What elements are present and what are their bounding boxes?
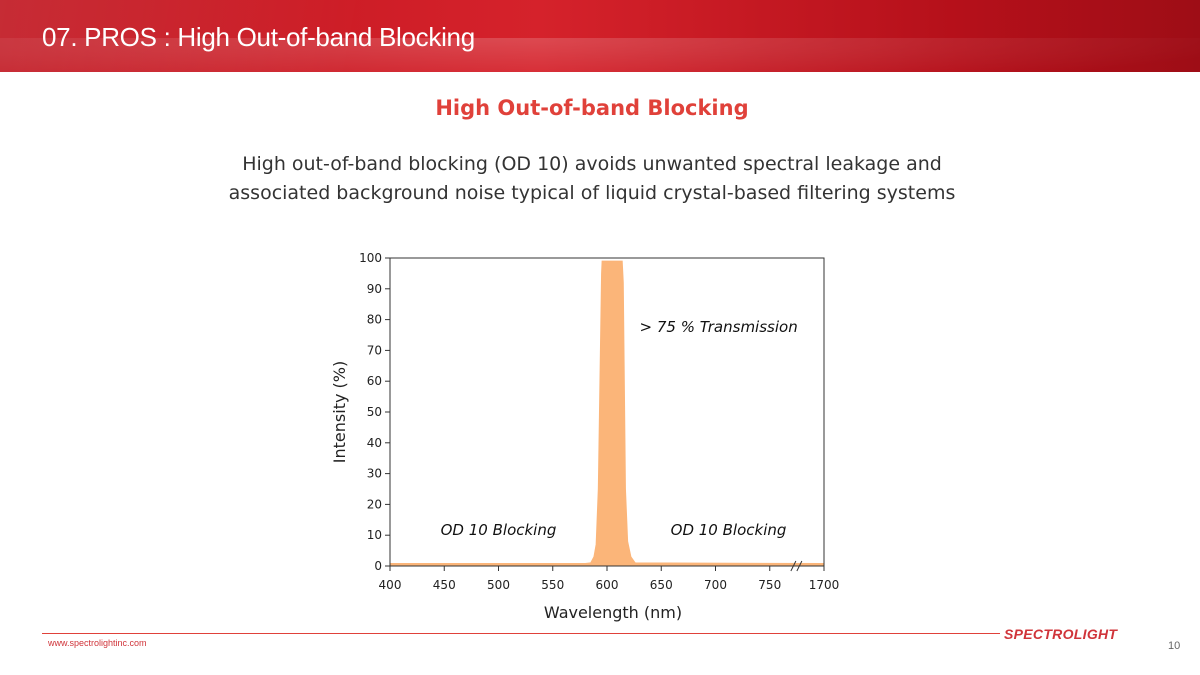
footer-url[interactable]: www.spectrolightinc.com: [48, 638, 147, 648]
x-axis-label: Wavelength (nm): [544, 603, 682, 622]
x-tick-label: 550: [541, 578, 564, 592]
x-tick-label: 700: [704, 578, 727, 592]
y-tick-label: 10: [367, 528, 382, 542]
description-line-2: associated background noise typical of l…: [228, 182, 956, 204]
y-tick-label: 70: [367, 343, 382, 357]
x-tick-label: 750: [758, 578, 781, 592]
y-tick-label: 60: [367, 374, 382, 388]
y-tick-label: 100: [359, 251, 382, 265]
axis-break-mark: [796, 560, 803, 572]
x-tick-label: 400: [379, 578, 402, 592]
footer-divider: [42, 633, 1000, 634]
y-tick-label: 30: [367, 467, 382, 481]
transmission-area-0: [389, 260, 825, 567]
x-tick-label: 650: [650, 578, 673, 592]
y-tick-label: 90: [367, 282, 382, 296]
section-heading: High Out-of-band Blocking: [435, 96, 749, 120]
y-tick-label: 40: [367, 436, 382, 450]
x-tick-label: 500: [487, 578, 510, 592]
y-axis-label: Intensity (%): [330, 361, 349, 463]
x-tick-label-break: 1700: [809, 578, 840, 592]
x-tick-label: 600: [596, 578, 619, 592]
annotation-0: > 75 % Transmission: [640, 318, 798, 336]
title-banner: 07. PROS : High Out-of-band Blocking: [0, 0, 1200, 72]
page-number: 10: [1168, 640, 1181, 652]
annotation-2: OD 10 Blocking: [671, 521, 787, 539]
y-tick-label: 80: [367, 313, 382, 327]
y-tick-label: 50: [367, 405, 382, 419]
y-tick-label: 0: [374, 559, 382, 573]
footer-logo: SPECTROLIGHT: [1004, 626, 1118, 642]
axis-break-mark: [790, 560, 797, 572]
y-tick-label: 20: [367, 497, 382, 511]
description: High out-of-band blocking (OD 10) avoids…: [0, 150, 1184, 208]
x-tick-label: 450: [433, 578, 456, 592]
description-line-1: High out-of-band blocking (OD 10) avoids…: [242, 153, 942, 175]
annotation-1: OD 10 Blocking: [441, 521, 557, 539]
